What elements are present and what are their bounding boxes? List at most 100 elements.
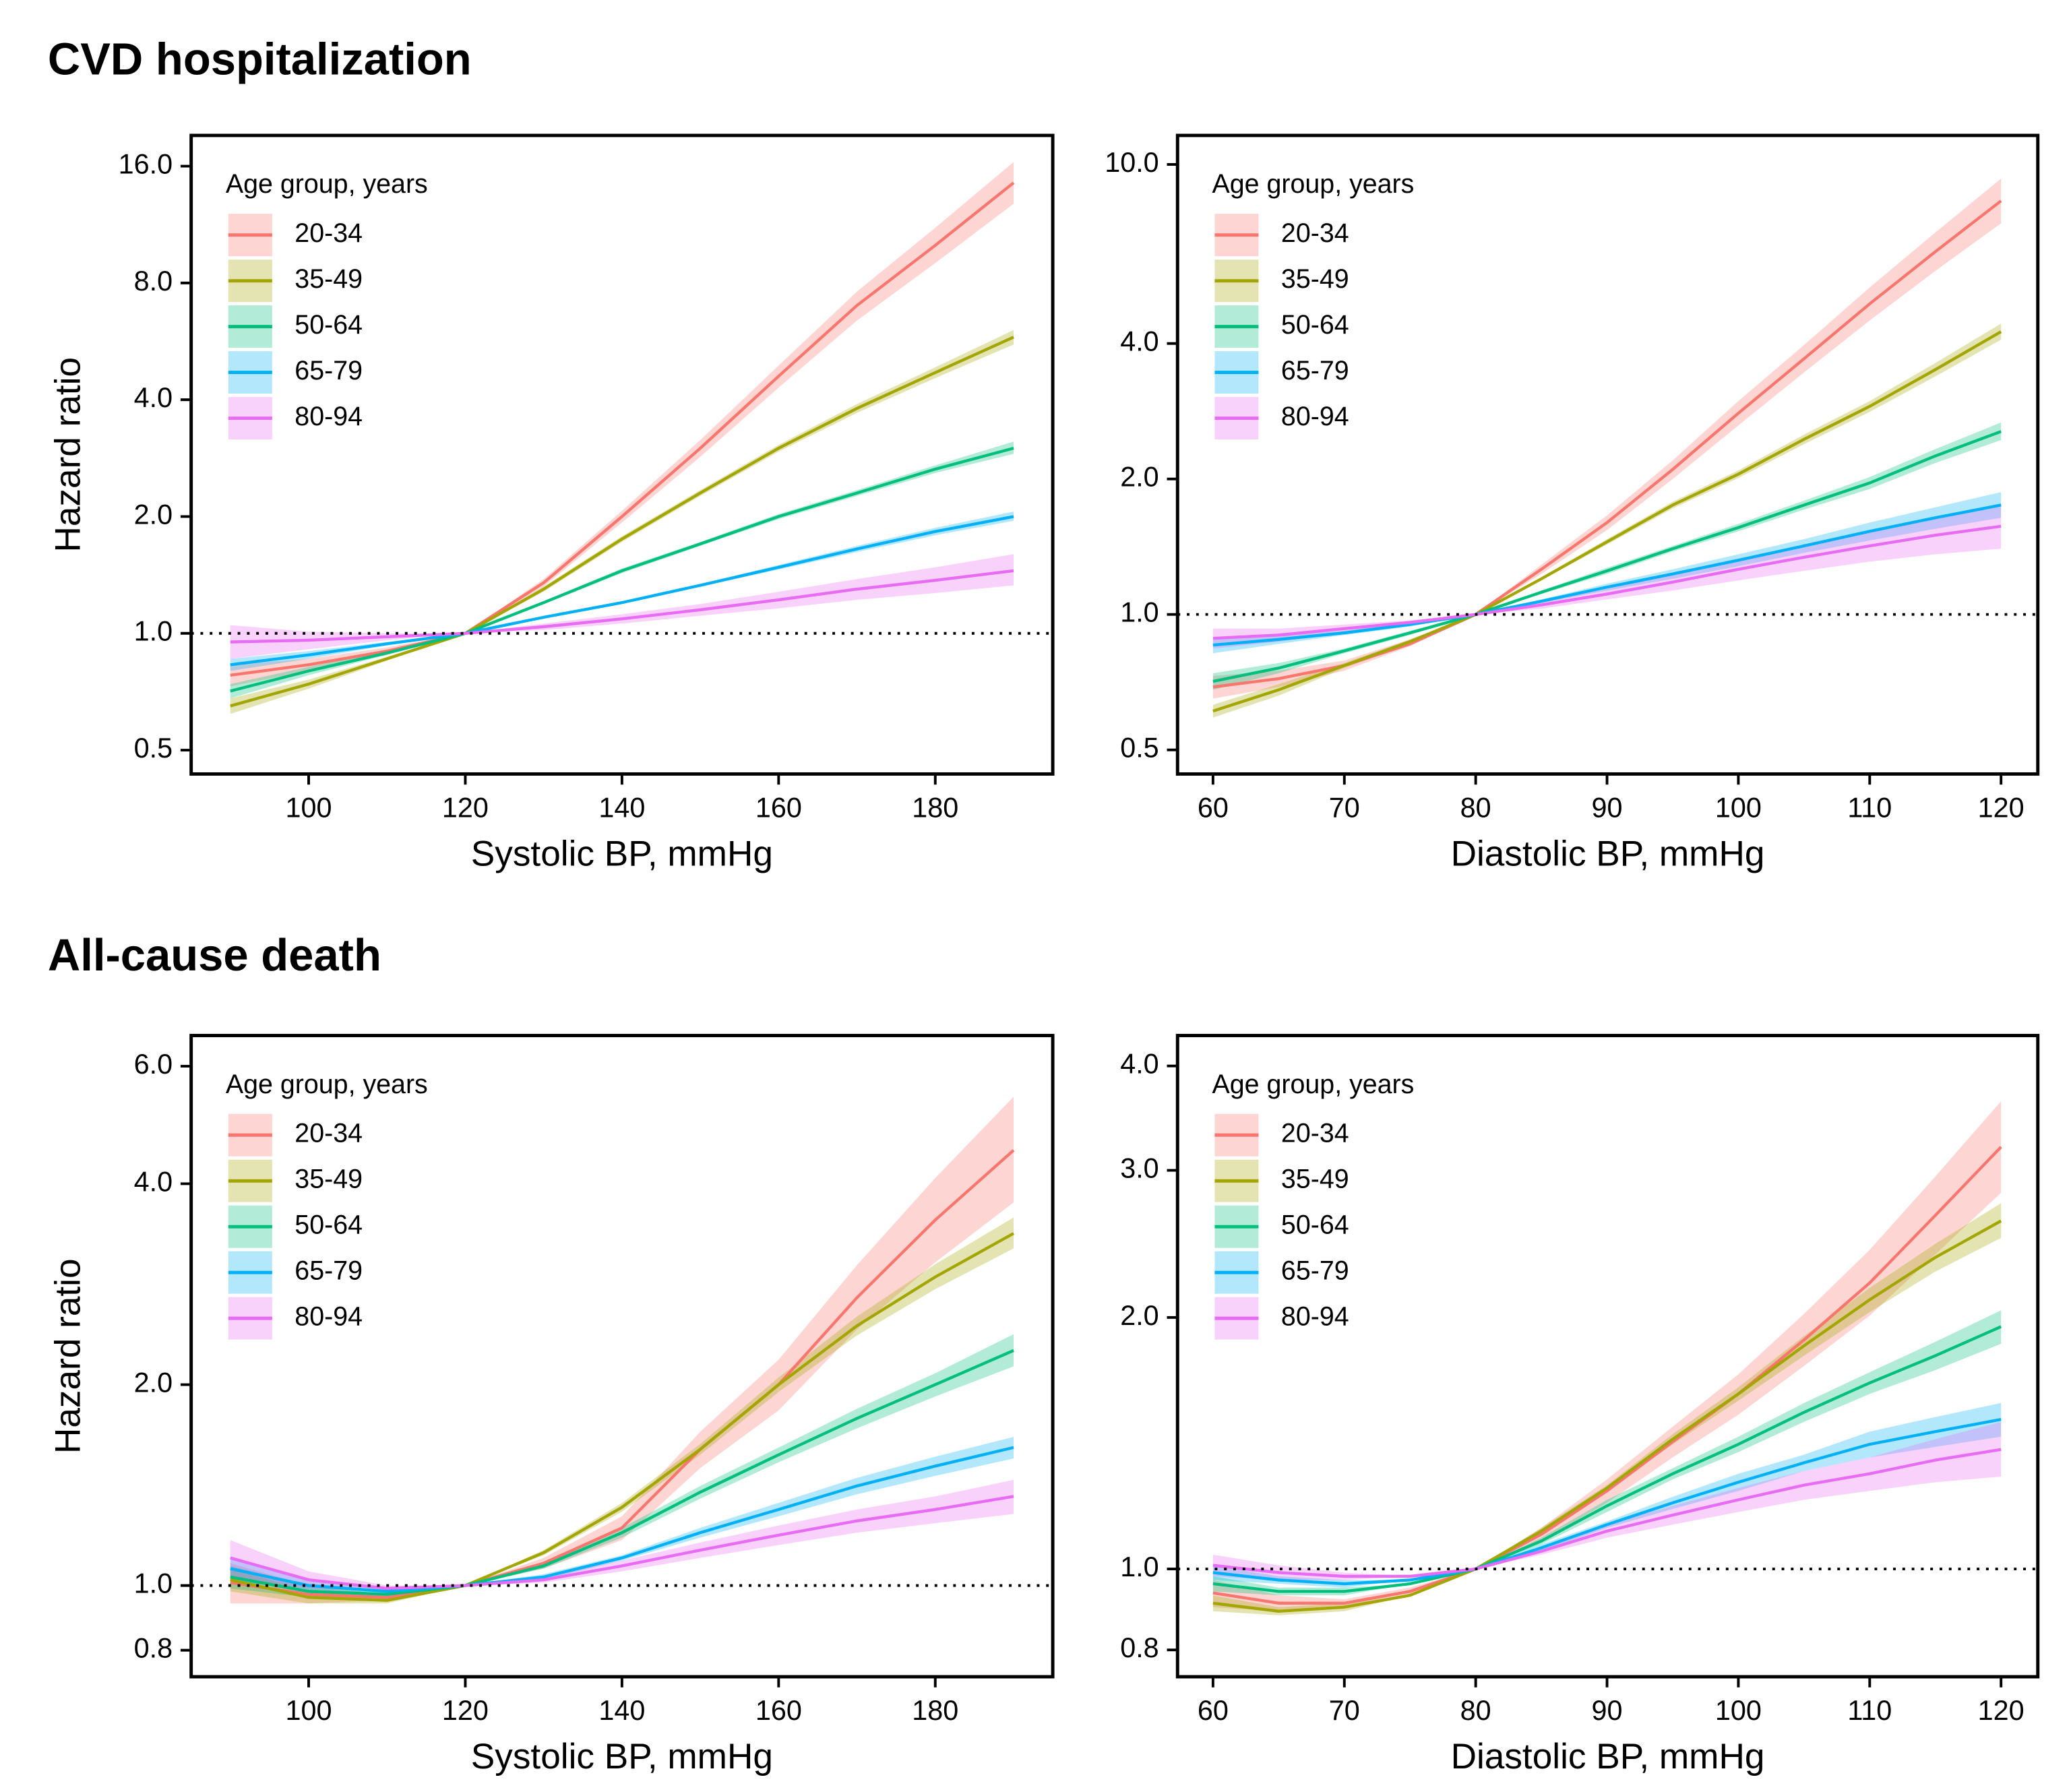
x-tick-label: 120 — [442, 793, 489, 824]
y-tick-label: 4.0 — [1120, 326, 1159, 357]
y-tick-label: 2.0 — [134, 499, 173, 530]
series-line — [1212, 430, 2002, 683]
x-tick-label: 140 — [598, 793, 645, 824]
legend-title: Age group, years — [226, 1070, 428, 1099]
legend-label: 20-34 — [1281, 1119, 1349, 1148]
legend-title: Age group, years — [1212, 169, 1414, 199]
series-line — [1212, 1325, 2002, 1593]
series-line — [230, 1232, 1015, 1602]
y-tick-label: 0.8 — [134, 1633, 173, 1664]
x-tick-label: 90 — [1592, 793, 1623, 824]
plot-area — [1212, 1101, 2002, 1615]
y-tick-label: 1.0 — [134, 616, 173, 647]
confidence-band — [230, 330, 1014, 714]
series-line — [230, 446, 1014, 693]
legend-title: Age group, years — [1212, 1070, 1414, 1099]
legend-label: 50-64 — [1281, 310, 1349, 340]
series-line — [1212, 330, 2002, 713]
x-axis-label: Diastolic BP, mmHg — [1451, 1737, 1765, 1776]
y-tick-label: 4.0 — [1120, 1049, 1159, 1080]
y-tick-label: 1.0 — [1120, 1551, 1159, 1582]
series-line — [230, 1149, 1015, 1599]
x-tick-label: 160 — [755, 793, 802, 824]
legend-label: 20-34 — [295, 218, 363, 248]
legend-label: 50-64 — [295, 310, 363, 340]
y-tick-label: 2.0 — [134, 1367, 173, 1398]
legend-title: Age group, years — [226, 169, 428, 199]
legend-label: 65-79 — [295, 1256, 363, 1286]
confidence-band — [1212, 422, 2002, 690]
legend-label: 80-94 — [295, 1302, 363, 1332]
series-line — [230, 336, 1014, 708]
x-tick-label: 90 — [1592, 1695, 1623, 1726]
x-axis-label: Systolic BP, mmHg — [471, 1737, 773, 1776]
y-tick-label: 3.0 — [1120, 1152, 1159, 1183]
series-line — [1212, 524, 2002, 640]
legend-label: 65-79 — [295, 356, 363, 385]
x-tick-label: 80 — [1460, 793, 1491, 824]
series-line — [230, 1349, 1014, 1596]
x-tick-label: 110 — [1847, 793, 1892, 824]
series-line — [230, 1446, 1014, 1593]
x-tick-label: 100 — [285, 793, 332, 824]
x-axis-label: Systolic BP, mmHg — [471, 834, 773, 874]
legend-label: 35-49 — [295, 264, 363, 294]
section-title: All-cause death — [48, 930, 381, 981]
y-tick-label: 0.8 — [1120, 1632, 1159, 1663]
series-line — [1212, 1219, 2002, 1613]
legend-label: 80-94 — [1281, 402, 1349, 431]
y-tick-label: 1.0 — [134, 1568, 173, 1599]
y-tick-label: 1.0 — [1120, 597, 1159, 628]
legend-label: 20-34 — [1281, 218, 1349, 248]
y-axis-label: Hazard ratio — [48, 1258, 88, 1454]
x-tick-label: 120 — [1978, 1695, 2024, 1726]
confidence-band — [230, 554, 1014, 659]
x-tick-label: 70 — [1329, 1695, 1360, 1726]
legend-label: 20-34 — [295, 1119, 363, 1148]
plot-area — [1212, 179, 2002, 718]
y-tick-label: 10.0 — [1105, 147, 1159, 178]
series-line — [1212, 1146, 2002, 1605]
x-tick-label: 100 — [285, 1695, 332, 1726]
y-tick-label: 2.0 — [1120, 1300, 1159, 1331]
confidence-band — [1212, 1402, 2002, 1588]
legend-label: 80-94 — [295, 402, 363, 431]
legend-label: 35-49 — [1281, 1165, 1349, 1194]
x-tick-label: 180 — [912, 1695, 958, 1726]
x-tick-label: 60 — [1198, 793, 1229, 824]
y-tick-label: 2.0 — [1120, 462, 1159, 493]
x-tick-label: 110 — [1847, 1695, 1892, 1726]
confidence-band — [1212, 179, 2002, 699]
x-tick-label: 140 — [598, 1695, 645, 1726]
series-line — [1212, 503, 2002, 647]
y-tick-label: 0.5 — [134, 733, 173, 764]
x-tick-label: 180 — [912, 793, 958, 824]
series-line — [230, 569, 1014, 644]
x-tick-label: 60 — [1198, 1695, 1229, 1726]
series-line — [1212, 1418, 2002, 1586]
series-line — [230, 515, 1014, 667]
plot-area — [230, 162, 1015, 714]
y-tick-label: 8.0 — [134, 266, 173, 297]
x-tick-label: 80 — [1460, 1695, 1491, 1726]
y-axis-label: Hazard ratio — [48, 357, 88, 553]
x-tick-label: 70 — [1329, 793, 1360, 824]
legend-label: 50-64 — [295, 1210, 363, 1240]
x-tick-label: 120 — [1978, 793, 2024, 824]
legend-label: 65-79 — [1281, 356, 1349, 385]
x-tick-label: 160 — [755, 1695, 802, 1726]
series-line — [230, 181, 1015, 677]
legend-label: 35-49 — [295, 1165, 363, 1194]
x-tick-label: 100 — [1715, 1695, 1762, 1726]
y-tick-label: 6.0 — [134, 1049, 173, 1080]
y-tick-label: 4.0 — [134, 382, 173, 413]
x-axis-label: Diastolic BP, mmHg — [1451, 834, 1765, 874]
y-tick-label: 4.0 — [134, 1166, 173, 1197]
y-tick-label: 0.5 — [1120, 733, 1159, 764]
legend-label: 35-49 — [1281, 264, 1349, 294]
legend-label: 50-64 — [1281, 1210, 1349, 1240]
series-line — [1212, 1448, 2002, 1578]
x-tick-label: 100 — [1715, 793, 1762, 824]
